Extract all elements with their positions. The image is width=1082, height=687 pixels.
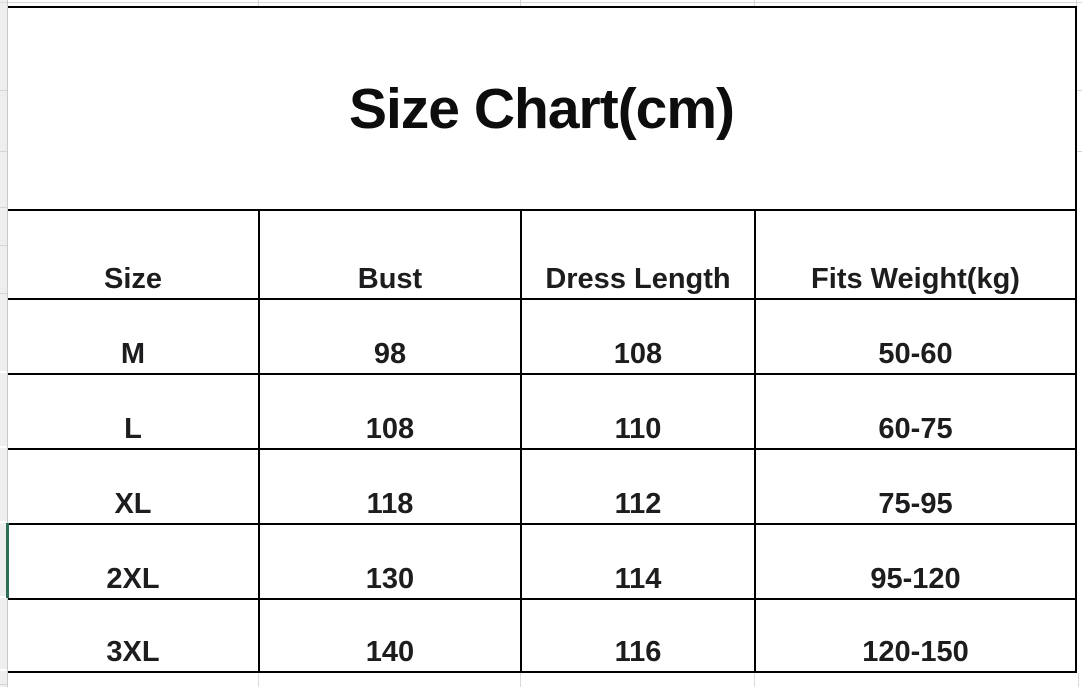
spreadsheet-gridline-tick	[1076, 0, 1077, 6]
spreadsheet-gridline-top	[0, 2, 1082, 3]
cell-l-dress: 110	[520, 373, 754, 448]
spreadsheet-selection-gridline	[6, 523, 9, 598]
cell-m-dress: 108	[520, 298, 754, 373]
spreadsheet-gridline-tick	[0, 90, 7, 91]
spreadsheet-row-gap	[0, 669, 7, 671]
spreadsheet-gridline-tick	[0, 207, 7, 208]
cell-xl-bust: 118	[258, 448, 520, 523]
header-cell-dress-length: Dress Length	[520, 211, 754, 298]
spreadsheet-gridline-tick	[754, 0, 755, 6]
spreadsheet-gridline-tick	[0, 684, 7, 685]
spreadsheet-gridline-tick	[1077, 151, 1082, 152]
cell-3xl-dress: 116	[520, 598, 754, 671]
spreadsheet-row-gap	[0, 521, 7, 523]
cell-m-weight: 50-60	[754, 298, 1075, 373]
cell-2xl-bust: 130	[258, 523, 520, 598]
spreadsheet-row-gap	[0, 371, 7, 373]
spreadsheet-gridline-left	[7, 0, 8, 687]
spreadsheet-gridline-tick	[1077, 90, 1082, 91]
header-cell-bust: Bust	[258, 211, 520, 298]
spreadsheet-row-gap	[0, 446, 7, 448]
cell-l-bust: 108	[258, 373, 520, 448]
title-box: Size Chart(cm)	[8, 6, 1077, 209]
cell-l-weight: 60-75	[754, 373, 1075, 448]
spreadsheet-gridline-tick	[0, 151, 7, 152]
header-cell-fits-weight: Fits Weight(kg)	[754, 211, 1075, 298]
spreadsheet-gridline-tick	[258, 0, 259, 6]
cell-l-size: L	[8, 373, 258, 448]
spreadsheet-gridline-tick	[0, 293, 7, 294]
spreadsheet-gridline-bottom	[1078, 673, 1079, 687]
size-table: Size Bust Dress Length Fits Weight(kg) M…	[8, 209, 1077, 673]
header-cell-size: Size	[103, 263, 163, 295]
cell-m-size: M	[8, 298, 258, 373]
spreadsheet-gridline-tick	[520, 0, 521, 6]
cell-3xl-size: 3XL	[8, 598, 258, 671]
spreadsheet-left-margin-strip	[0, 0, 7, 687]
spreadsheet-gridline-tick	[0, 245, 7, 246]
spreadsheet-gridline-bottom	[754, 673, 755, 687]
spreadsheet-gridline-bottom	[258, 673, 259, 687]
cell-xl-weight: 75-95	[754, 448, 1075, 523]
cell-3xl-weight: 120-150	[754, 598, 1075, 671]
cell-2xl-dress: 114	[520, 523, 754, 598]
cell-2xl-weight: 95-120	[754, 523, 1075, 598]
cell-2xl-size: 2XL	[8, 523, 258, 598]
spreadsheet-row-gap	[0, 596, 7, 598]
page-title: Size Chart(cm)	[348, 76, 735, 141]
cell-xl-dress: 112	[520, 448, 754, 523]
cell-m-bust: 98	[258, 298, 520, 373]
cell-3xl-bust: 140	[258, 598, 520, 671]
cell-xl-size: XL	[8, 448, 258, 523]
spreadsheet-gridline-bottom	[520, 673, 521, 687]
